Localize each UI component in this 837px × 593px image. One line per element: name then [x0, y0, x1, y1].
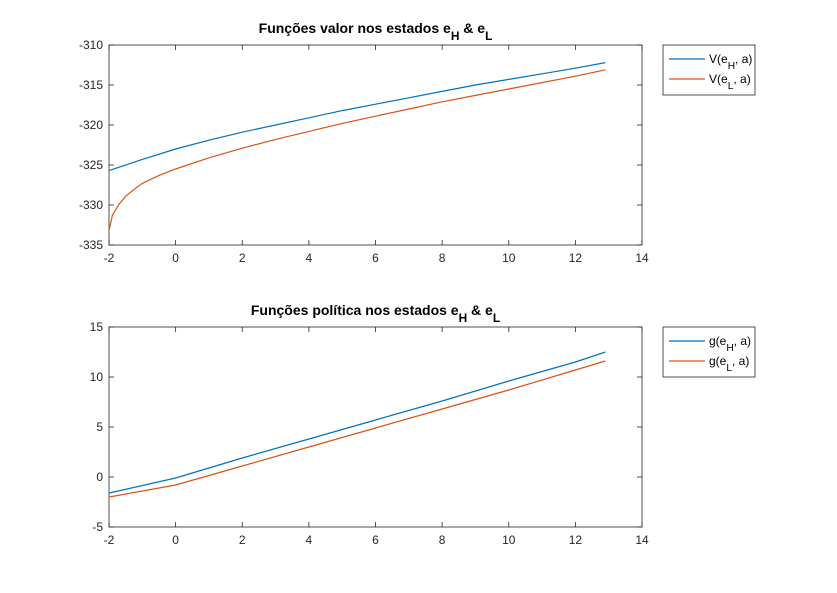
y-tick-label: 5 — [96, 420, 103, 434]
x-tick-label: 6 — [372, 251, 379, 265]
series-line-h — [108, 62, 606, 172]
legend-label: V(eL, a) — [709, 72, 751, 92]
legend-box — [662, 326, 756, 378]
y-tick-label: -310 — [79, 38, 103, 52]
chart-title: Funções valor nos estados eH & eL — [259, 20, 493, 43]
x-tick-label: 4 — [306, 533, 313, 547]
x-tick-label: 14 — [635, 533, 649, 547]
series-line-l — [108, 69, 606, 231]
x-tick-label: 2 — [239, 251, 246, 265]
legend: V(eH, a)V(eL, a) — [662, 44, 756, 96]
legend-box — [662, 44, 756, 96]
y-tick-label: 15 — [90, 320, 104, 334]
x-tick-label: 10 — [502, 251, 516, 265]
legend: g(eH, a)g(eL, a) — [662, 326, 756, 378]
y-tick-label: -5 — [92, 520, 103, 534]
x-tick-label: 12 — [569, 533, 583, 547]
x-tick-label: 6 — [372, 533, 379, 547]
chart-policy-functions: -2 0 2 4 6 8 10 12 14 -5 0 5 10 15 Funções política no… — [90, 302, 756, 547]
chart-title: Funções política nos estados eH & eL — [251, 302, 500, 325]
x-tick-label: 2 — [239, 533, 246, 547]
x-tick-label: 14 — [635, 251, 649, 265]
x-tick-label: -2 — [104, 251, 115, 265]
y-tick-label: 0 — [96, 470, 103, 484]
y-tick-label: 10 — [90, 370, 104, 384]
y-tick-label: -315 — [79, 78, 103, 92]
y-tick-label: -325 — [79, 158, 103, 172]
x-tick-label: -2 — [104, 533, 115, 547]
x-tick-label: 8 — [439, 251, 446, 265]
x-tick-label: 0 — [172, 251, 179, 265]
y-tick-label: -335 — [79, 238, 103, 252]
x-tick-label: 8 — [439, 533, 446, 547]
legend-label: g(eL, a) — [709, 354, 749, 374]
x-tick-label: 10 — [502, 533, 516, 547]
y-tick-label: -330 — [79, 198, 103, 212]
chart-value-functions: -2 0 2 4 6 8 10 12 14 -335 -330 -325 -320 -315 -310 Fun… — [79, 20, 756, 265]
y-tick-label: -320 — [79, 118, 103, 132]
series-line-h — [108, 351, 606, 494]
x-tick-label: 12 — [569, 251, 583, 265]
legend-label: V(eH, a) — [709, 52, 752, 72]
series-line-l — [108, 360, 606, 498]
legend-label: g(eH, a) — [709, 334, 751, 354]
x-tick-label: 0 — [172, 533, 179, 547]
x-tick-label: 4 — [306, 251, 313, 265]
